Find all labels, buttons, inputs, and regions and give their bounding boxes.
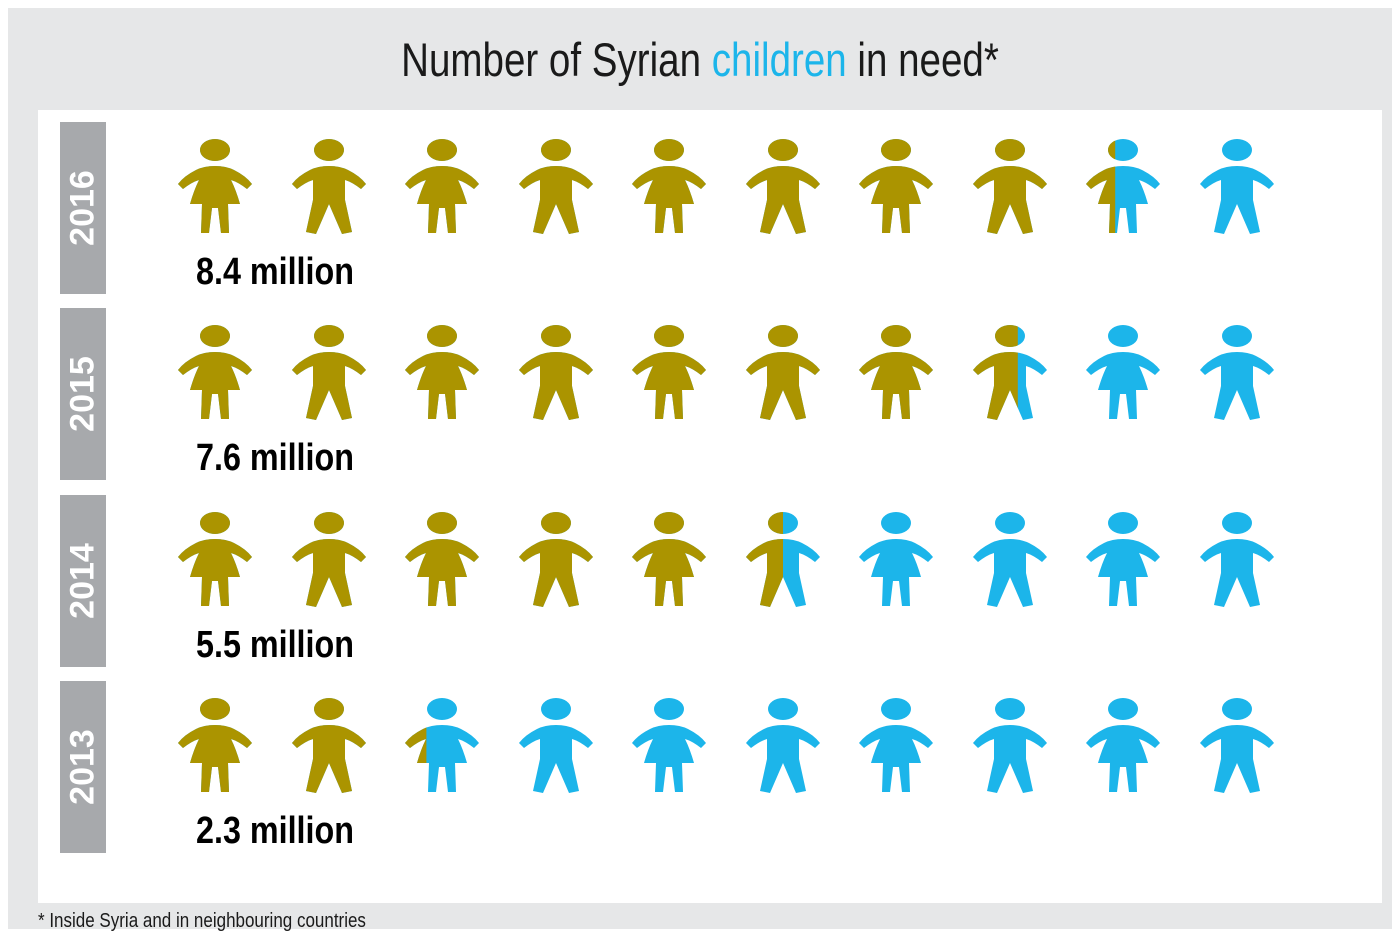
girl-figure-icon [405, 512, 479, 606]
boy-figure-icon [972, 512, 1047, 607]
boy-figure-icon [291, 325, 366, 420]
girl-figure-icon [1086, 139, 1160, 233]
boy-figure-icon [972, 139, 1047, 234]
icon-row [38, 681, 1382, 853]
boy-figure-icon [745, 139, 820, 234]
boy-figure-icon [518, 325, 593, 420]
boy-figure-icon [291, 698, 366, 793]
girl-figure-icon [632, 325, 706, 419]
year-row-2014: 2014 5.5 million [38, 495, 1382, 667]
girl-figure-icon [632, 139, 706, 233]
girl-figure-icon [178, 325, 252, 419]
girl-figure-icon [859, 512, 933, 606]
title-text-before: Number of Syrian [401, 33, 712, 86]
value-label: 7.6 million [196, 437, 354, 479]
infographic-frame: Number of Syrian children in need* 2016 … [8, 8, 1392, 932]
girl-figure-icon [632, 698, 706, 792]
boy-figure-icon [972, 698, 1047, 793]
girl-figure-icon [178, 139, 252, 233]
boy-figure-icon [745, 698, 820, 793]
boy-figure-icon [972, 325, 1047, 420]
boy-figure-icon [291, 139, 366, 234]
boy-figure-icon [745, 512, 820, 607]
girl-figure-icon [859, 698, 933, 792]
title-text-highlight: children [711, 33, 847, 86]
title-text-after: in need* [846, 33, 999, 86]
year-bar: 2015 [60, 308, 106, 480]
boy-figure-icon [1199, 698, 1274, 793]
year-bar: 2014 [60, 495, 106, 667]
girl-figure-icon [1086, 698, 1160, 792]
girl-figure-icon [178, 698, 252, 792]
year-bar: 2013 [60, 681, 106, 853]
boy-figure-icon [1199, 512, 1274, 607]
icon-row [38, 122, 1382, 294]
girl-figure-icon [1086, 325, 1160, 419]
boy-figure-icon [518, 139, 593, 234]
girl-figure-icon [178, 512, 252, 606]
boy-figure-icon [518, 698, 593, 793]
pictogram-panel: 2016 8.4 million 2015 7.6 million 2014 5… [38, 110, 1382, 903]
year-row-2013: 2013 2.3 million [38, 681, 1382, 853]
boy-figure-icon [1199, 139, 1274, 234]
girl-figure-icon [405, 325, 479, 419]
boy-figure-icon [1199, 325, 1274, 420]
value-label: 5.5 million [196, 624, 354, 666]
boy-figure-icon [745, 325, 820, 420]
girl-figure-icon [632, 512, 706, 606]
year-bar: 2016 [60, 122, 106, 294]
year-row-2015: 2015 7.6 million [38, 308, 1382, 480]
value-label: 2.3 million [196, 810, 354, 852]
year-row-2016: 2016 8.4 million [38, 122, 1382, 294]
icon-row [38, 495, 1382, 667]
boy-figure-icon [291, 512, 366, 607]
value-label: 8.4 million [196, 251, 354, 293]
girl-figure-icon [405, 698, 479, 792]
icon-row [38, 308, 1382, 480]
chart-title: Number of Syrian children in need* [133, 32, 1268, 88]
footnote: * Inside Syria and in neighbouring count… [38, 910, 366, 932]
girl-figure-icon [859, 139, 933, 233]
girl-figure-icon [1086, 512, 1160, 606]
girl-figure-icon [859, 325, 933, 419]
girl-figure-icon [405, 139, 479, 233]
boy-figure-icon [518, 512, 593, 607]
